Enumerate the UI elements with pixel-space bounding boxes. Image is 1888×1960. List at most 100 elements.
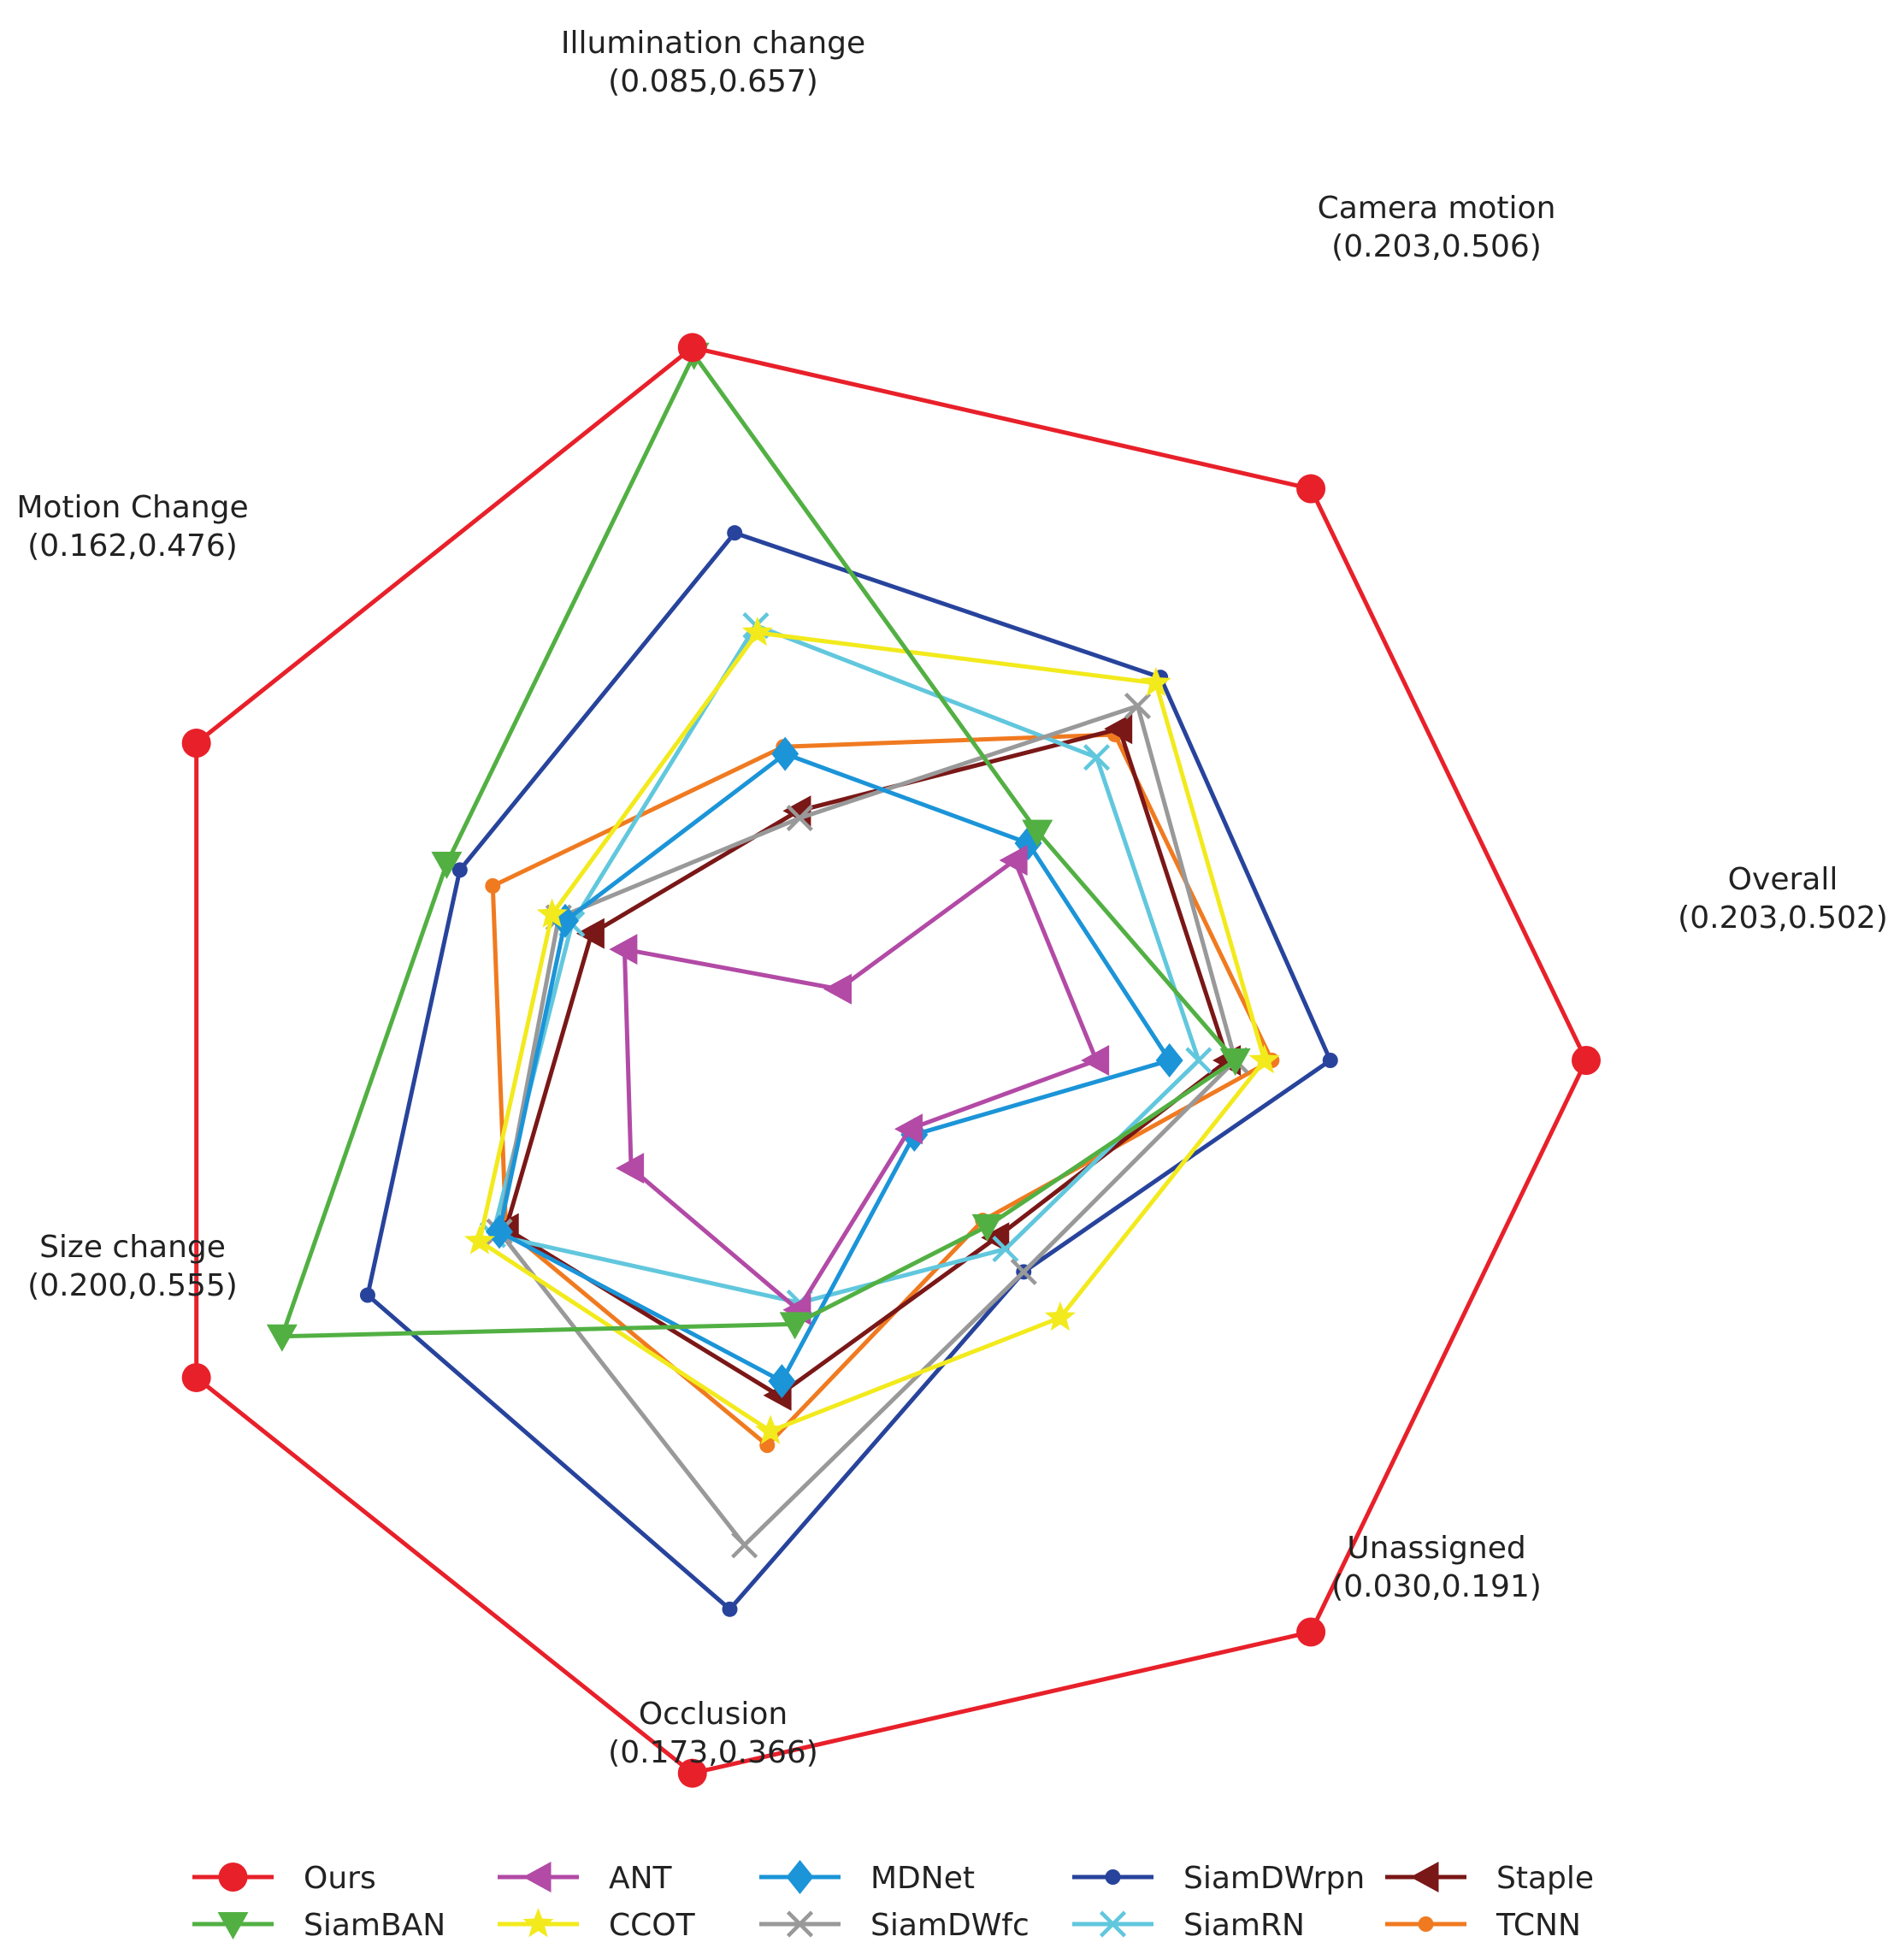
legend-label-tcnn: TCNN [1496, 1908, 1581, 1943]
data-point-staple-3 [575, 918, 605, 949]
series-line-siamdwrpn [365, 530, 1333, 1613]
data-point-ant-6 [894, 1113, 923, 1145]
series-line-staple [503, 726, 1230, 1398]
legend-item-staple: Staple [1385, 1861, 1594, 1896]
data-point-siamdwfc-2 [786, 804, 813, 832]
legend-label-siamdwfc: SiamDWfc [870, 1908, 1030, 1943]
axis-range-illumination-change: (0.085,0.657) [608, 64, 818, 99]
legend-marker-siamrn [1099, 1910, 1127, 1938]
axis-range-occlusion: (0.173,0.366) [608, 1735, 818, 1770]
data-point-siamban-3 [431, 851, 463, 879]
data-point-ours-3 [181, 729, 211, 759]
data-point-siamdwrpn-0 [1322, 1053, 1338, 1068]
data-point-staple-1 [1104, 713, 1133, 745]
series-line-ccot [477, 630, 1267, 1434]
series-line-siamdwfc [497, 703, 1238, 1549]
data-point-siamban-0 [1219, 1048, 1251, 1076]
axis-label-size-change: Size change [39, 1230, 226, 1265]
legend-item-ant: ANT [498, 1861, 673, 1896]
data-point-ccot-2 [741, 616, 773, 646]
data-point-mdnet-4 [486, 1214, 514, 1249]
data-point-ours-0 [1572, 1046, 1601, 1075]
axis-label-camera-motion: Camera motion [1318, 191, 1556, 226]
legend-item-mdnet: MDNet [759, 1860, 975, 1896]
legend-label-ours: Ours [304, 1861, 376, 1896]
legend-marker-siamban [217, 1912, 249, 1939]
axis-range-motion-change: (0.162,0.476) [27, 528, 238, 564]
series-tcnn [485, 726, 1280, 1454]
data-point-siamban-4 [266, 1324, 298, 1352]
legend-item-ours: Ours [192, 1861, 376, 1896]
data-point-ours-2 [677, 333, 707, 363]
data-point-ant-2 [823, 973, 852, 1005]
data-point-ant-3 [609, 934, 638, 965]
data-point-ours-1 [1296, 474, 1326, 504]
axis-range-overall: (0.203,0.502) [1678, 900, 1888, 936]
legend-item-siamban: SiamBAN [192, 1908, 445, 1943]
legend-marker-ccot [522, 1908, 554, 1938]
legend-item-ccot: CCOT [498, 1908, 696, 1943]
legend-marker-ant [522, 1862, 552, 1892]
data-point-siamban-1 [1022, 819, 1053, 847]
legend-marker-siamdwrpn [1105, 1869, 1121, 1885]
series-ccot [463, 616, 1280, 1444]
series-ant [609, 845, 1110, 1325]
axis-range-camera-motion: (0.203,0.506) [1331, 229, 1542, 264]
data-point-siamdwfc-1 [1124, 692, 1152, 720]
data-point-ours-6 [1296, 1617, 1326, 1647]
legend-label-mdnet: MDNet [870, 1861, 975, 1896]
data-point-ccot-0 [1248, 1044, 1280, 1074]
legend-label-siamrn: SiamRN [1183, 1908, 1305, 1943]
data-point-siamban-6 [971, 1213, 1003, 1242]
data-point-ccot-6 [1044, 1301, 1076, 1331]
axis-label-motion-change: Motion Change [16, 490, 248, 525]
series-line-ours [194, 345, 1589, 1776]
legend-item-siamdwrpn: SiamDWrpn [1072, 1861, 1365, 1896]
data-point-siamdwrpn-4 [359, 1287, 375, 1303]
series-line-siamban [279, 350, 1239, 1339]
data-point-tcnn-3 [485, 877, 501, 894]
data-point-ant-0 [1081, 1045, 1110, 1076]
legend-marker-staple [1410, 1862, 1439, 1892]
series-siamdwrpn [359, 525, 1338, 1617]
data-point-mdnet-5 [768, 1364, 796, 1399]
data-point-siamdwfc-6 [1010, 1258, 1037, 1285]
legend-marker-siamdwfc [786, 1910, 814, 1938]
axis-range-unassigned: (0.030,0.191) [1331, 1569, 1542, 1604]
axis-label-unassigned: Unassigned [1347, 1531, 1525, 1566]
series-layer [181, 333, 1601, 1788]
series-staple [490, 713, 1242, 1411]
legend-item-siamdwfc: SiamDWfc [759, 1908, 1030, 1943]
data-point-siamban-5 [779, 1312, 811, 1340]
data-point-siamdwrpn-2 [727, 525, 743, 541]
legend-label-siamban: SiamBAN [304, 1908, 445, 1943]
data-point-ours-4 [181, 1362, 211, 1392]
data-point-ccot-5 [755, 1414, 787, 1444]
axis-label-occlusion: Occlusion [639, 1697, 788, 1732]
legend: Ours SiamBAN ANT CCOT MDNet SiamDWfc SiamDWrpn… [192, 1860, 1594, 1943]
legend-item-tcnn: TCNN [1385, 1908, 1581, 1943]
data-point-ours-5 [677, 1758, 707, 1788]
legend-label-siamdwrpn: SiamDWrpn [1183, 1861, 1365, 1896]
series-line-mdnet [497, 751, 1173, 1384]
data-point-ccot-1 [1140, 666, 1171, 697]
data-point-ant-4 [616, 1153, 645, 1184]
data-point-ccot-4 [463, 1225, 495, 1255]
data-point-siamrn-6 [992, 1235, 1019, 1263]
data-point-siamdwfc-5 [731, 1532, 758, 1559]
data-point-mdnet-0 [1155, 1043, 1183, 1077]
axis-labels: Overall(0.203,0.502) Camera motion(0.203,… [16, 26, 1887, 1770]
data-point-ant-1 [999, 845, 1028, 877]
legend-label-ccot: CCOT [609, 1908, 696, 1943]
series-ours [181, 333, 1601, 1788]
data-point-siamrn-1 [1083, 744, 1111, 771]
axis-range-size-change: (0.200,0.555) [27, 1268, 238, 1303]
axis-label-overall: Overall [1728, 862, 1838, 897]
data-point-ccot-3 [536, 898, 568, 928]
legend-label-ant: ANT [609, 1861, 673, 1896]
legend-marker-ours [218, 1863, 248, 1892]
series-line-ant [622, 857, 1100, 1314]
series-siamban [266, 342, 1251, 1352]
data-point-siamdwrpn-3 [451, 862, 468, 878]
